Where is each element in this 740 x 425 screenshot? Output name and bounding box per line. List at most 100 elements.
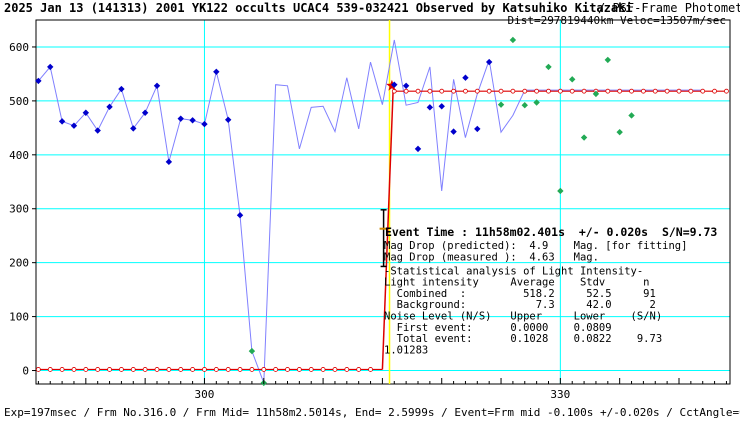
model-marker	[486, 88, 492, 94]
model-marker	[320, 367, 326, 372]
data-point	[224, 116, 232, 123]
data-point	[177, 115, 184, 122]
model-marker	[190, 367, 195, 372]
model-marker	[142, 367, 148, 372]
plot-frame	[35, 19, 731, 385]
data-point	[592, 90, 600, 98]
data-point	[391, 81, 398, 88]
model-marker	[273, 367, 279, 372]
data-point	[533, 99, 540, 106]
model-marker	[332, 367, 338, 372]
data-point	[130, 125, 137, 132]
data-point	[604, 56, 612, 64]
model-marker	[676, 88, 682, 94]
chart-title-tail: / PSF-Frame Photometry /	[598, 1, 740, 15]
model-marker	[617, 88, 623, 94]
model-marker	[308, 367, 314, 372]
data-point	[509, 36, 517, 44]
annotation-line: Total event: 0.1028 0.0822 9.73	[384, 333, 662, 345]
model-marker	[546, 88, 551, 94]
model-marker	[261, 367, 267, 372]
data-point	[236, 212, 244, 219]
y-axis-ticks: 0 100 200 300 400 500 600	[9, 41, 36, 378]
data-point	[474, 125, 481, 133]
model-marker	[569, 88, 575, 94]
model-marker	[664, 88, 670, 94]
data-point	[521, 102, 528, 109]
model-marker	[368, 367, 373, 372]
model-marker	[510, 88, 516, 94]
y-tick-label: 500	[9, 95, 29, 108]
data-point	[580, 134, 588, 141]
light-curve-series	[38, 39, 703, 384]
data-point	[153, 82, 161, 89]
annotation-line: Event Time : 11h58m02.401s +/- 0.020s S/…	[385, 225, 717, 239]
data-point	[557, 187, 564, 195]
model-marker	[202, 367, 207, 372]
model-marker	[629, 88, 634, 94]
annotation-line: 1.01283	[384, 344, 428, 356]
data-point	[94, 127, 101, 134]
model-fit-series	[35, 79, 729, 372]
model-marker	[356, 367, 362, 372]
model-marker	[700, 88, 706, 94]
data-point	[106, 103, 113, 111]
model-marker	[415, 88, 421, 94]
annotation-line: Light intensity Average Stdv n	[384, 277, 650, 289]
model-marker	[95, 367, 101, 372]
y-tick-label: 200	[9, 257, 29, 270]
model-marker	[451, 88, 456, 94]
grid-lines	[36, 20, 730, 384]
model-marker	[35, 367, 41, 372]
data-point	[545, 63, 552, 71]
data-point	[189, 117, 196, 124]
data-point	[569, 76, 576, 83]
annotation-line: Combined : 518.2 52.5 91	[384, 288, 656, 300]
data-point	[35, 77, 42, 85]
data-point	[70, 122, 78, 129]
annotation-line: First event: 0.0000 0.0809	[384, 322, 612, 334]
model-marker	[640, 88, 646, 94]
data-point	[47, 63, 54, 71]
model-marker	[59, 367, 65, 372]
model-marker	[498, 88, 504, 94]
data-point	[450, 128, 457, 135]
annotation-line: Noise Level (N/S) Upper Lower (S/N)	[384, 311, 662, 323]
model-marker	[296, 367, 302, 372]
footer-info: Exp=197msec / Frm No.316.0 / Frm Mid= 11…	[4, 406, 740, 419]
event-error-bar	[379, 209, 388, 268]
model-rise	[381, 91, 394, 370]
model-marker	[474, 88, 480, 94]
model-marker	[178, 367, 184, 372]
model-marker	[130, 367, 136, 372]
annotation-line: Mag Drop (measured ): 4.63 Mag.	[384, 251, 599, 263]
y-tick-label: 300	[9, 203, 29, 216]
x-tick-label: 330	[550, 388, 570, 401]
model-marker	[344, 367, 350, 372]
chart-subtitle: Dist=297819440km Veloc=13507m/sec	[507, 14, 726, 27]
chart-title: 2025 Jan 13 (141313) 2001 YK122 occults …	[4, 1, 633, 15]
data-point	[616, 128, 623, 136]
model-marker	[83, 367, 89, 372]
model-marker	[439, 88, 445, 94]
data-point	[118, 85, 125, 93]
data-point	[628, 112, 635, 119]
data-point	[248, 347, 256, 355]
model-marker	[107, 367, 112, 372]
light-curve-line	[38, 39, 703, 384]
y-tick-label: 0	[22, 365, 29, 378]
model-marker	[712, 88, 717, 94]
model-marker	[534, 88, 540, 94]
data-point	[485, 58, 493, 66]
x-tick-label: 300	[195, 388, 215, 401]
model-marker	[71, 367, 77, 372]
model-marker	[724, 88, 729, 94]
data-point	[414, 145, 422, 153]
data-point	[141, 109, 149, 116]
model-marker	[285, 367, 290, 372]
model-marker	[605, 88, 611, 94]
model-marker	[427, 88, 433, 94]
x-axis-ticks: 300 330	[37, 378, 727, 401]
y-tick-label: 100	[9, 311, 29, 324]
model-marker	[688, 88, 694, 94]
